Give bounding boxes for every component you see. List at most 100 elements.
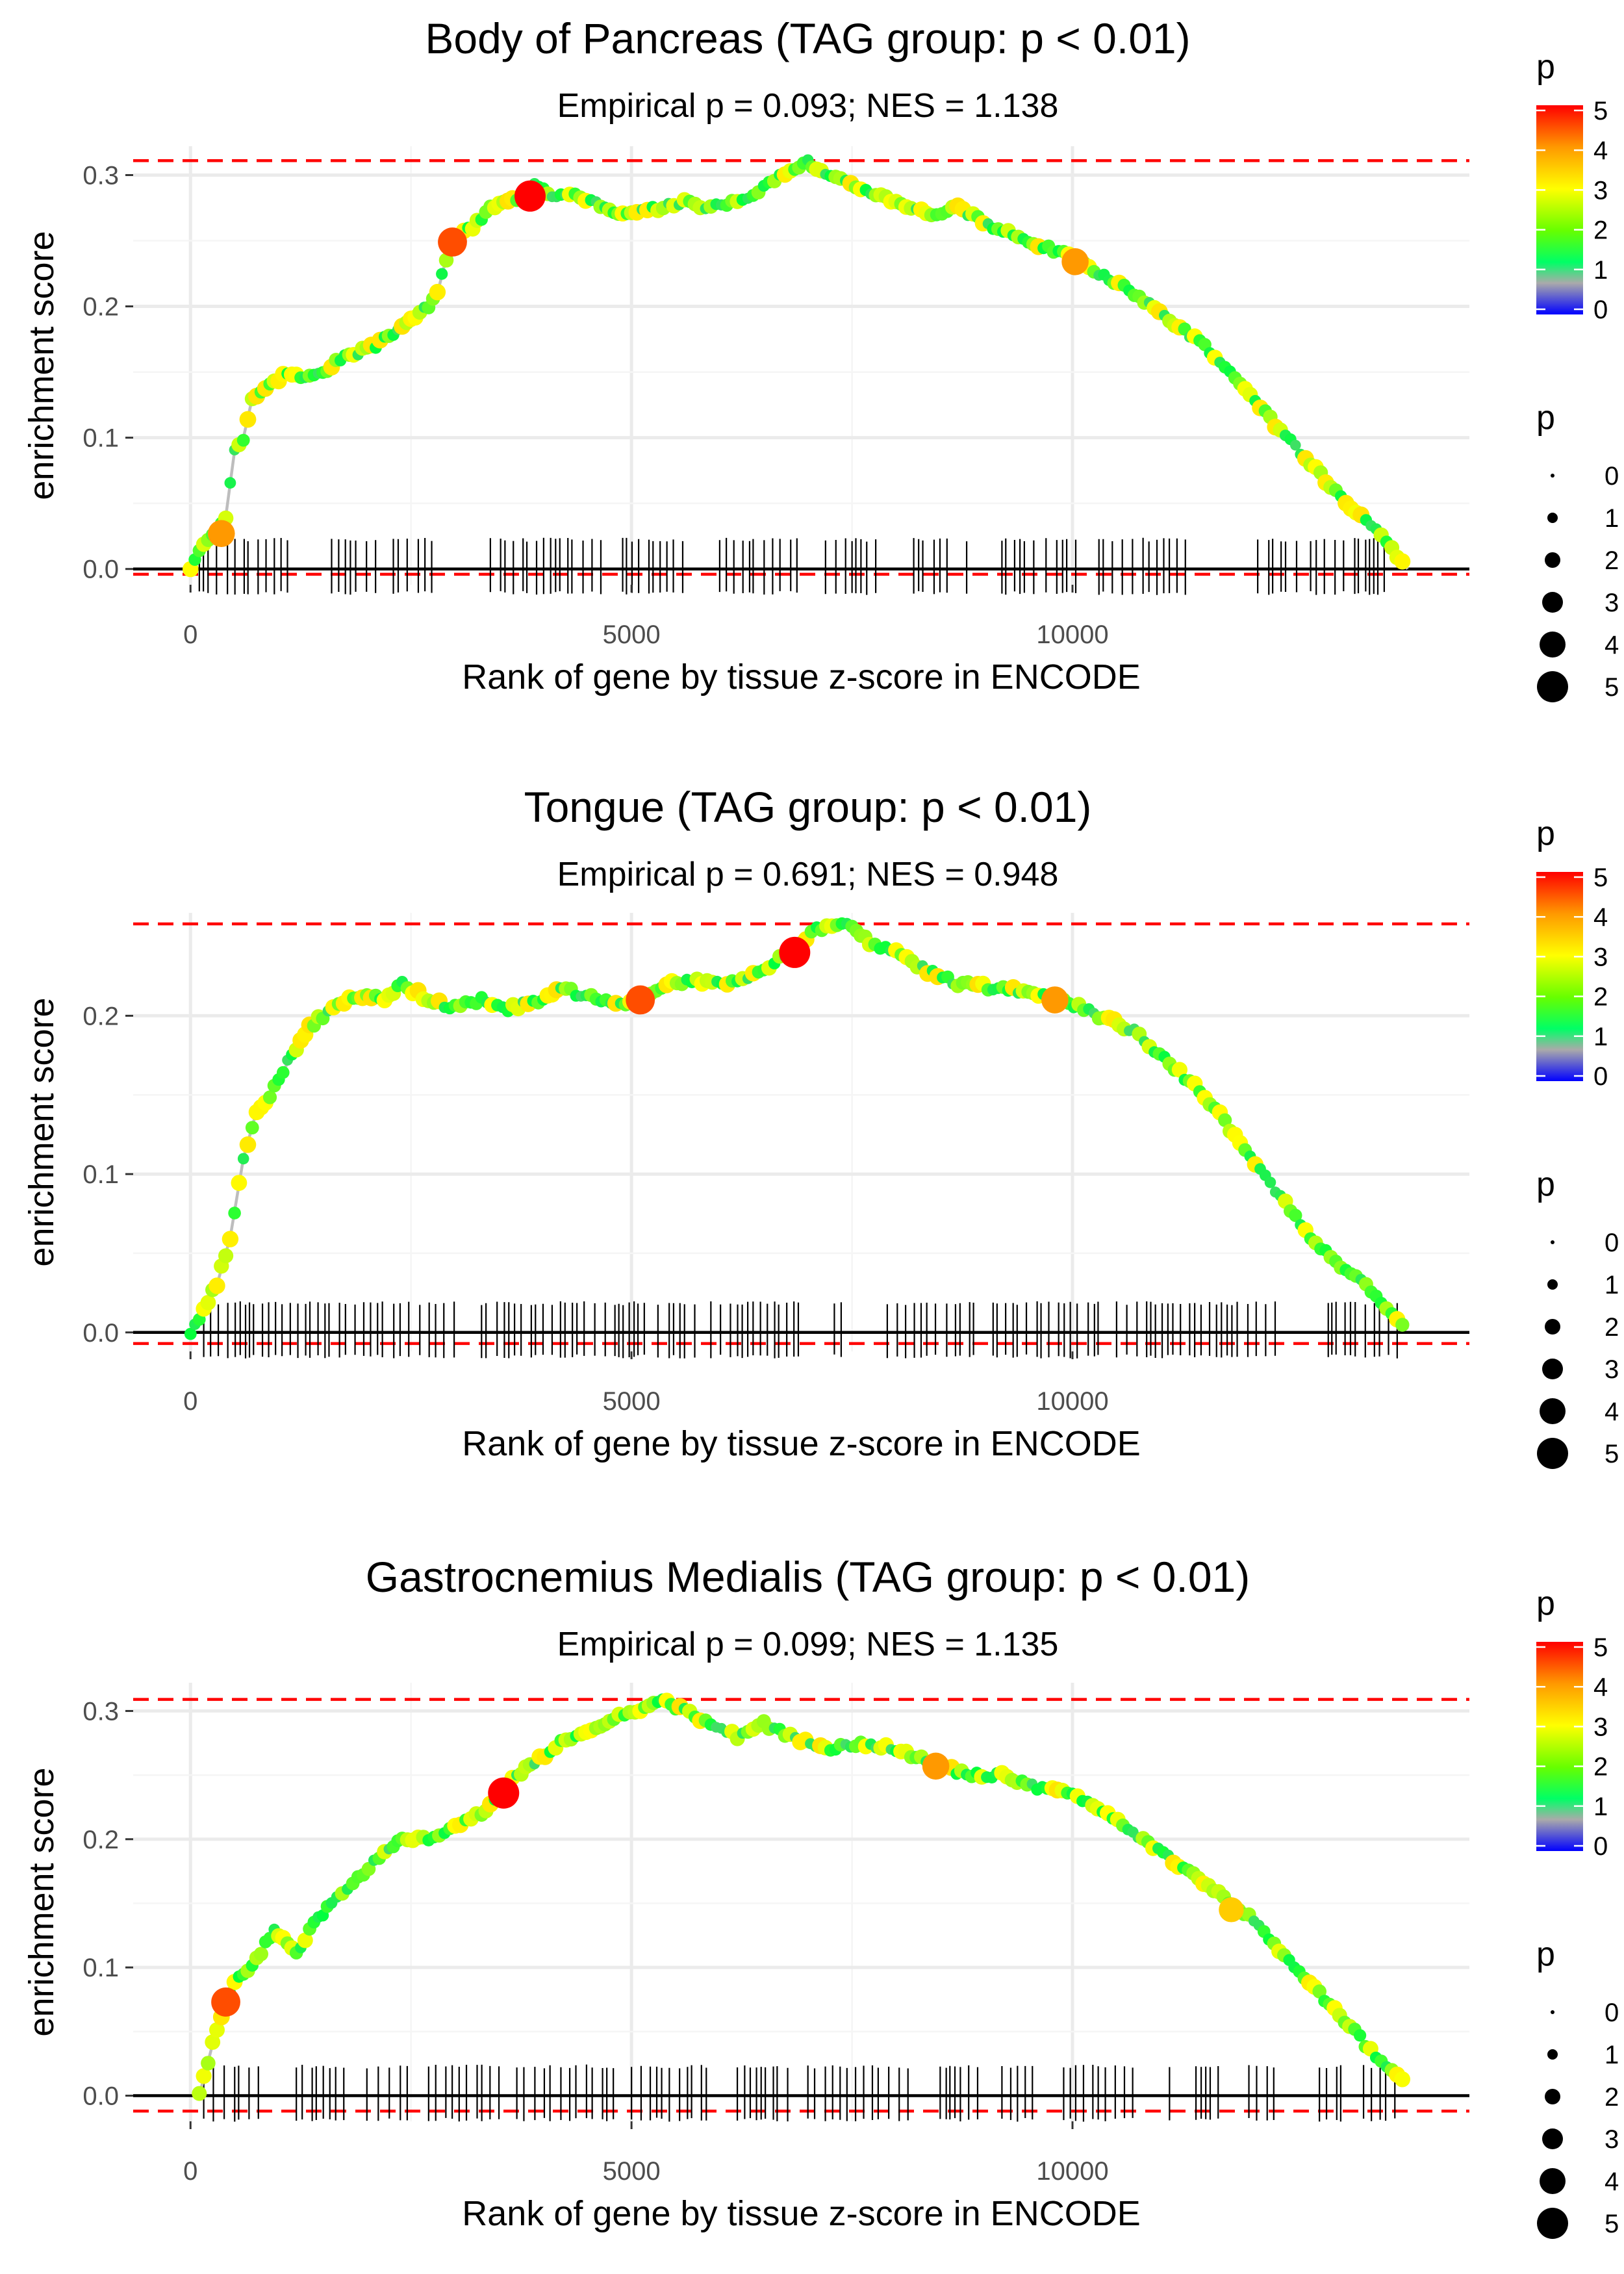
size-key xyxy=(1537,671,1568,702)
colorbar-label: 3 xyxy=(1593,943,1608,971)
gene-point xyxy=(262,1090,277,1105)
gene-point xyxy=(192,2086,207,2101)
x-tick-label: 10000 xyxy=(1036,2157,1108,2186)
y-tick-label: 0.1 xyxy=(82,1160,119,1189)
colorbar-label: 5 xyxy=(1593,863,1608,892)
x-tick-label: 10000 xyxy=(1036,1387,1108,1416)
highlight-point xyxy=(1041,986,1069,1014)
size-label: 0 xyxy=(1605,1229,1619,1257)
gene-point xyxy=(245,1121,259,1134)
axes: 0 5000 10000 0.0 0.1 0.2 0.3 xyxy=(82,161,1108,649)
size-label: 5 xyxy=(1605,1440,1619,1468)
legend: p 5 4 3 2 1 0 p 0 1 2 3 4 5 xyxy=(1536,1585,1619,2239)
gene-point xyxy=(277,1066,290,1079)
size-key xyxy=(1540,2168,1566,2194)
x-axis-label: Rank of gene by tissue z-score in ENCODE xyxy=(462,2194,1140,2233)
gene-point xyxy=(228,1207,241,1220)
highlight-point xyxy=(211,1987,240,2017)
size-key xyxy=(1537,1438,1568,1469)
size-label: 1 xyxy=(1605,504,1619,533)
x-axis-label: Rank of gene by tissue z-score in ENCODE xyxy=(462,658,1140,696)
chart-subtitle: Empirical p = 0.099; NES = 1.135 xyxy=(557,1626,1059,1663)
colorbar xyxy=(1536,872,1583,1081)
chart-panel-1: Body of Pancreas (TAG group: p < 0.01) Em… xyxy=(22,14,1619,702)
curve-points xyxy=(192,1693,1410,2101)
size-label: 1 xyxy=(1605,1271,1619,1299)
gene-point xyxy=(1354,2029,1367,2042)
colorbar-label: 4 xyxy=(1593,903,1608,932)
gene-point xyxy=(438,253,454,268)
y-tick-label: 0.0 xyxy=(82,2082,119,2111)
size-label: 4 xyxy=(1605,1398,1619,1426)
color-legend-title: p xyxy=(1536,48,1555,86)
gene-rug xyxy=(203,1301,1398,1359)
x-tick-label: 5000 xyxy=(603,2157,661,2186)
highlight-point xyxy=(1219,1897,1244,1923)
gene-point xyxy=(201,2056,216,2071)
colorbar-label: 1 xyxy=(1593,256,1608,285)
colorbar-label: 0 xyxy=(1593,296,1608,324)
gene-rug xyxy=(203,2064,1396,2122)
size-label: 0 xyxy=(1605,1999,1619,2027)
size-label: 4 xyxy=(1605,2167,1619,2196)
colorbar-label: 1 xyxy=(1593,1023,1608,1051)
highlight-point xyxy=(626,985,655,1015)
size-key xyxy=(1547,2049,1558,2060)
y-tick-label: 0.2 xyxy=(82,293,119,322)
colorbar-label: 3 xyxy=(1593,1713,1608,1741)
y-axis-label: enrichment score xyxy=(22,1767,61,2036)
size-legend-title: p xyxy=(1536,1935,1555,1973)
gene-point xyxy=(1395,1318,1410,1332)
colorbar xyxy=(1536,105,1583,314)
size-key xyxy=(1542,2128,1563,2149)
size-key xyxy=(1542,1359,1563,1379)
y-tick-label: 0.3 xyxy=(82,1697,119,1726)
size-label: 4 xyxy=(1605,631,1619,659)
x-tick-label: 5000 xyxy=(603,1387,661,1416)
colorbar-label: 1 xyxy=(1593,1793,1608,1821)
chart-panel-3: Gastrocnemius Medialis (TAG group: p < 0… xyxy=(22,1553,1619,2239)
axes: 0 5000 10000 0.0 0.1 0.2 0.3 xyxy=(82,1697,1108,2186)
size-key xyxy=(1545,2089,1560,2104)
size-label: 1 xyxy=(1605,2041,1619,2069)
gene-point xyxy=(200,1295,216,1310)
highlight-point xyxy=(922,1752,950,1780)
x-tick-label: 0 xyxy=(183,620,197,649)
gene-point xyxy=(239,1136,257,1153)
axes: 0 5000 10000 0.0 0.1 0.2 xyxy=(82,1002,1108,1416)
colorbar-label: 4 xyxy=(1593,1673,1608,1702)
gridlines xyxy=(133,913,1469,1351)
gene-point xyxy=(253,1947,268,1961)
chart-subtitle: Empirical p = 0.691; NES = 0.948 xyxy=(557,856,1059,893)
size-label: 0 xyxy=(1605,462,1619,491)
colorbar-label: 0 xyxy=(1593,1832,1608,1861)
colorbar xyxy=(1536,1642,1583,1851)
gene-point xyxy=(1218,1113,1232,1127)
x-tick-label: 0 xyxy=(183,1387,197,1416)
size-label: 2 xyxy=(1605,546,1619,575)
highlight-point xyxy=(1061,248,1089,275)
y-tick-label: 0.2 xyxy=(82,1002,119,1030)
colorbar-label: 2 xyxy=(1593,216,1608,245)
gene-point xyxy=(184,1327,197,1340)
size-legend-title: p xyxy=(1536,399,1555,437)
y-tick-label: 0.2 xyxy=(82,1826,119,1854)
size-key xyxy=(1551,2010,1554,2014)
size-key xyxy=(1551,1240,1554,1244)
gene-point xyxy=(237,1153,249,1165)
gene-point xyxy=(1171,1062,1187,1078)
size-key xyxy=(1540,1398,1566,1424)
gene-point xyxy=(196,2068,212,2084)
size-label: 3 xyxy=(1605,1355,1619,1384)
gene-point xyxy=(1289,1208,1302,1222)
size-label: 3 xyxy=(1605,589,1619,617)
gene-point xyxy=(218,1248,234,1264)
x-tick-label: 10000 xyxy=(1036,620,1108,649)
chart-title: Tongue (TAG group: p < 0.01) xyxy=(524,783,1092,831)
colorbar-label: 0 xyxy=(1593,1062,1608,1091)
gene-point xyxy=(205,2034,221,2050)
gene-point xyxy=(209,1277,225,1294)
size-key xyxy=(1545,1319,1560,1335)
size-key xyxy=(1542,592,1563,613)
gene-point xyxy=(1394,2071,1410,2088)
